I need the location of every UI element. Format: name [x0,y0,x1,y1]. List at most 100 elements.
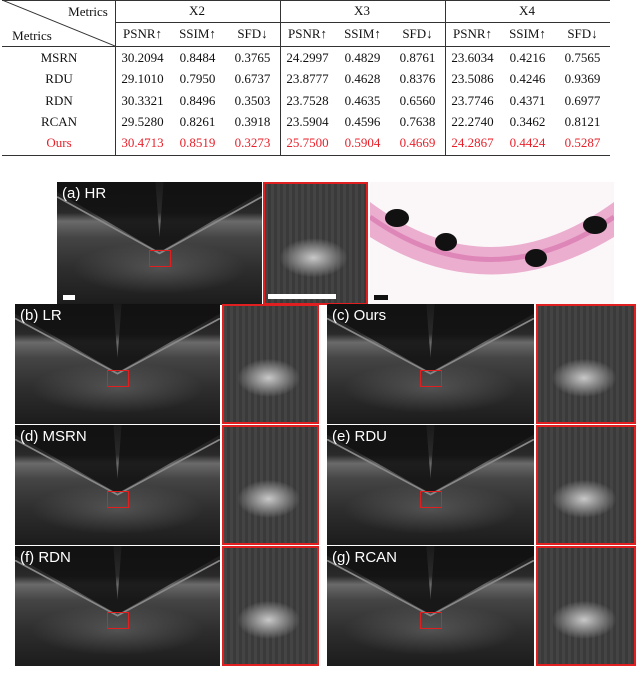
results-table: Metrics Metrics X2 PSNR↑ SSIM↑ SFD↓ X3 PSNR↑ SSI… [2,0,610,156]
cell: 30.4713 [121,135,164,150]
rule [445,0,446,155]
panel-label: (d) MSRN [20,428,87,445]
cell: 0.3462 [509,114,546,129]
cell: 23.5086 [451,71,494,86]
cell: 0.8519 [179,135,216,150]
cell: 23.8777 [286,71,329,86]
oct-image: (e) RDU [327,425,534,545]
metric-header: SFD↓ [237,26,268,41]
zoom-image [536,425,636,545]
cell: 23.7528 [286,93,329,108]
cell: 0.3273 [234,135,271,150]
panel-label: (c) Ours [332,307,387,324]
metric-header: SFD↓ [402,26,433,41]
metric-header: SSIM↑ [179,26,216,41]
group-header: X3 [354,3,370,18]
scale-bar [63,295,75,300]
cell: 0.4829 [344,50,381,65]
oct-image: (f) RDN [15,546,220,666]
panel-label: (a) HR [62,185,107,202]
method: Ours [46,135,72,150]
diagonal [2,0,115,46]
metric-header: SFD↓ [567,26,598,41]
cell: 0.4628 [344,71,381,86]
cell: 0.7565 [564,50,601,65]
cell: 0.5904 [344,135,381,150]
cell: 0.8376 [399,71,436,86]
cell: 0.5287 [564,135,601,150]
cell: 0.6977 [564,93,601,108]
cell: 0.7950 [179,71,216,86]
cell: 24.2867 [451,135,494,150]
cell: 0.6560 [399,93,436,108]
zoom-image [222,425,319,545]
rule [2,46,610,47]
zoom-image [536,546,636,666]
cell: 0.8496 [179,93,216,108]
cell: 0.4635 [344,93,381,108]
method: RDU [45,71,73,86]
cell: 0.7638 [399,114,436,129]
cell: 0.4669 [399,135,436,150]
group-header: X4 [519,3,535,18]
method: RCAN [40,114,78,129]
oct-image: (g) RCAN [327,546,534,666]
cell: 30.3321 [121,93,164,108]
panel-label: (e) RDU [332,428,387,445]
roi-box [107,491,130,508]
zoom-image [222,304,319,424]
cell: 25.7500 [286,135,329,150]
oct-image: (c) Ours [327,304,534,424]
scale-bar [268,294,336,299]
rule [2,155,610,156]
zoom-image [536,304,636,424]
rule [115,22,610,23]
cell: 30.2094 [121,50,164,65]
cell: 0.4371 [509,93,546,108]
cell: 29.1010 [121,71,164,86]
metric-header: SSIM↑ [509,26,546,41]
cell: 22.2740 [451,114,494,129]
cell: 0.8484 [179,50,216,65]
corner-label: Metrics [12,28,52,43]
roi-box [420,491,443,508]
roi-box [420,612,443,629]
zoom-image [222,546,319,666]
roi-box [107,370,130,387]
cell: 0.6737 [234,71,271,86]
cell: 0.4216 [509,50,546,65]
panel-label: (f) RDN [20,549,71,566]
cell: 0.8261 [179,114,216,129]
metric-header: PSNR↑ [122,26,163,41]
cell: 0.4424 [509,135,546,150]
corner-label: Metrics [68,4,108,19]
oct-image: (a) HR [57,182,262,305]
histology-image [368,182,616,305]
cell: 0.9369 [564,71,601,86]
oct-image: (d) MSRN [15,425,220,545]
group-header: X2 [189,3,205,18]
rule [2,0,610,1]
oct-image: (b) LR [15,304,220,424]
cell: 0.3765 [234,50,271,65]
rule [280,0,281,155]
method: MSRN [40,50,78,65]
roi-box [107,612,130,629]
metric-header: PSNR↑ [287,26,328,41]
method: RDN [45,93,73,108]
cell: 29.5280 [121,114,164,129]
roi-box [149,249,172,267]
roi-box [420,370,443,387]
panel-label: (g) RCAN [332,549,398,566]
cell: 0.3503 [234,93,271,108]
panel-label: (b) LR [20,307,62,324]
cell: 0.3918 [234,114,271,129]
cell: 0.8761 [399,50,436,65]
cell: 0.4246 [509,71,546,86]
metric-header: SSIM↑ [344,26,381,41]
cell: 0.8121 [564,114,601,129]
metric-header: PSNR↑ [452,26,493,41]
cell: 23.6034 [451,50,494,65]
zoom-image [263,182,368,305]
